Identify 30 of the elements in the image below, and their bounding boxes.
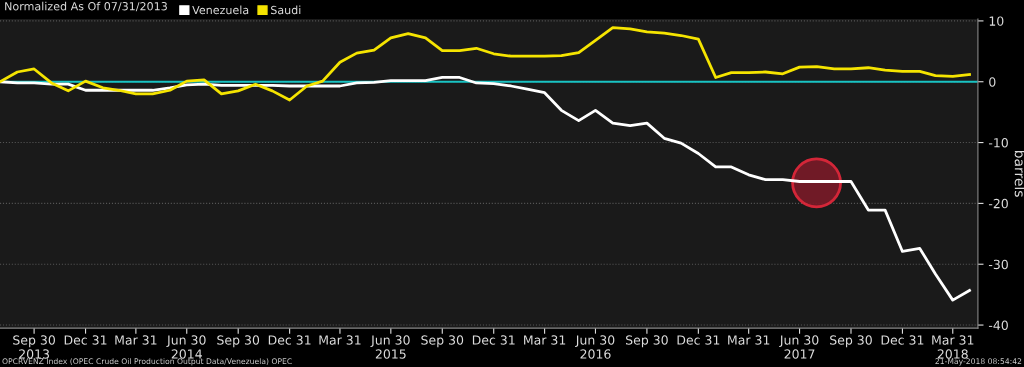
x-tick-label: Mar 31 [115,335,157,345]
chart-title: Normalized As Of 07/31/2013 [5,1,167,12]
y-tick-label: -10 [988,138,1008,148]
x-tick-label: Dec 31 [677,335,720,345]
x-tick-label: Mar 31 [728,335,770,345]
x-tick-label: Dec 31 [268,335,311,345]
y-tick-label: -40 [988,320,1008,330]
x-tick-label: Dec 31 [64,335,107,345]
legend-label: Venezuela [192,5,249,15]
x-tick-label: Sep 30 [217,335,260,348]
x-tick-label: Sep 30 2013 [13,335,55,359]
y-tick-label: -20 [988,198,1008,209]
x-tick-label: Sep 30 [626,335,668,348]
x-tick-label: Mar 31 [319,335,361,345]
y-tick-label: 0 [989,77,996,87]
x-tick-label: Sep 30 [830,335,872,348]
x-tick-label: Mar 31 2018 [932,335,974,359]
x-tick-label: Mar 31 [524,335,566,345]
line-series [0,26,971,102]
legend-label: Saudi [271,5,301,15]
y-tick-label: 10 [989,16,1004,26]
x-tick-label: Jun 30 2017 [779,335,819,359]
x-tick-label: Jun 30 2014 [166,335,206,359]
x-tick-label: Dec 31 [472,335,515,345]
x-tick-label: Jun 30 2015 [370,335,410,359]
x-tick-label: Dec 31 [881,335,924,345]
x-tick-label: Sep 30 [421,335,464,348]
y-tick-label: -30 [988,259,1008,270]
line-series [0,76,971,302]
x-tick-label: Jun 30 2016 [575,335,615,359]
